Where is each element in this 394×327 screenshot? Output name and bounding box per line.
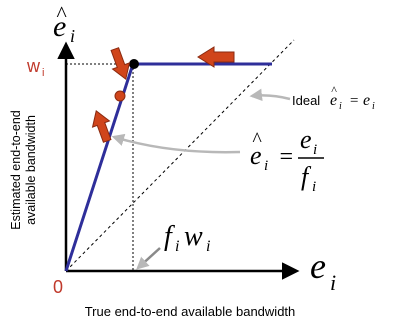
fraction-annotation: e ^ i = e i f i xyxy=(250,125,324,195)
svg-text:i: i xyxy=(339,101,342,112)
svg-text:e: e xyxy=(53,10,66,43)
y-axis-title-line2: available bandwidth xyxy=(24,115,38,225)
svg-text:i: i xyxy=(42,67,44,79)
svg-text:=: = xyxy=(349,93,359,109)
svg-text:i: i xyxy=(175,238,179,255)
svg-text:f: f xyxy=(301,162,312,191)
move-left-arrow xyxy=(197,46,235,68)
estimate-dot xyxy=(114,90,126,102)
svg-text:^: ^ xyxy=(252,129,262,151)
knee-dot xyxy=(129,59,139,69)
y-axis-symbol: e ^ i xyxy=(53,1,75,46)
svg-text:e: e xyxy=(250,141,262,170)
svg-text:i: i xyxy=(312,179,316,195)
svg-text:e: e xyxy=(300,125,312,154)
svg-text:i: i xyxy=(206,238,210,255)
fraction-callout-arrow xyxy=(111,133,241,154)
svg-text:w: w xyxy=(26,56,41,76)
move-up-arrow xyxy=(91,109,112,143)
w-label: w i xyxy=(26,56,44,79)
svg-text:f: f xyxy=(164,221,175,252)
svg-text:e: e xyxy=(330,92,337,109)
svg-text:w: w xyxy=(184,221,203,252)
svg-text:i: i xyxy=(313,142,317,158)
svg-text:i: i xyxy=(372,101,375,112)
svg-text:^: ^ xyxy=(56,1,67,26)
x-axis-title: True end-to-end available bandwidth xyxy=(85,304,296,319)
svg-text:e: e xyxy=(363,92,370,109)
x-axis-symbol: e i xyxy=(310,246,336,295)
y-axis-title-line1: Estimated end-to-end xyxy=(9,110,23,230)
svg-text:i: i xyxy=(70,26,75,46)
knee-callout-arrow xyxy=(136,247,161,270)
ideal-annotation: Ideal e ^ i = e i xyxy=(292,83,375,112)
move-down-arrow xyxy=(110,47,131,81)
svg-text:i: i xyxy=(264,158,268,174)
svg-text:i: i xyxy=(330,270,336,295)
ideal-callout-arrow xyxy=(249,88,291,102)
svg-text:=: = xyxy=(278,144,294,170)
origin-label: 0 xyxy=(53,277,63,297)
ideal-diagonal-line xyxy=(65,39,295,272)
svg-text:Ideal: Ideal xyxy=(292,93,320,108)
knee-label: f i w i xyxy=(164,221,210,255)
svg-text:e: e xyxy=(310,246,326,286)
svg-text:^: ^ xyxy=(331,83,337,97)
